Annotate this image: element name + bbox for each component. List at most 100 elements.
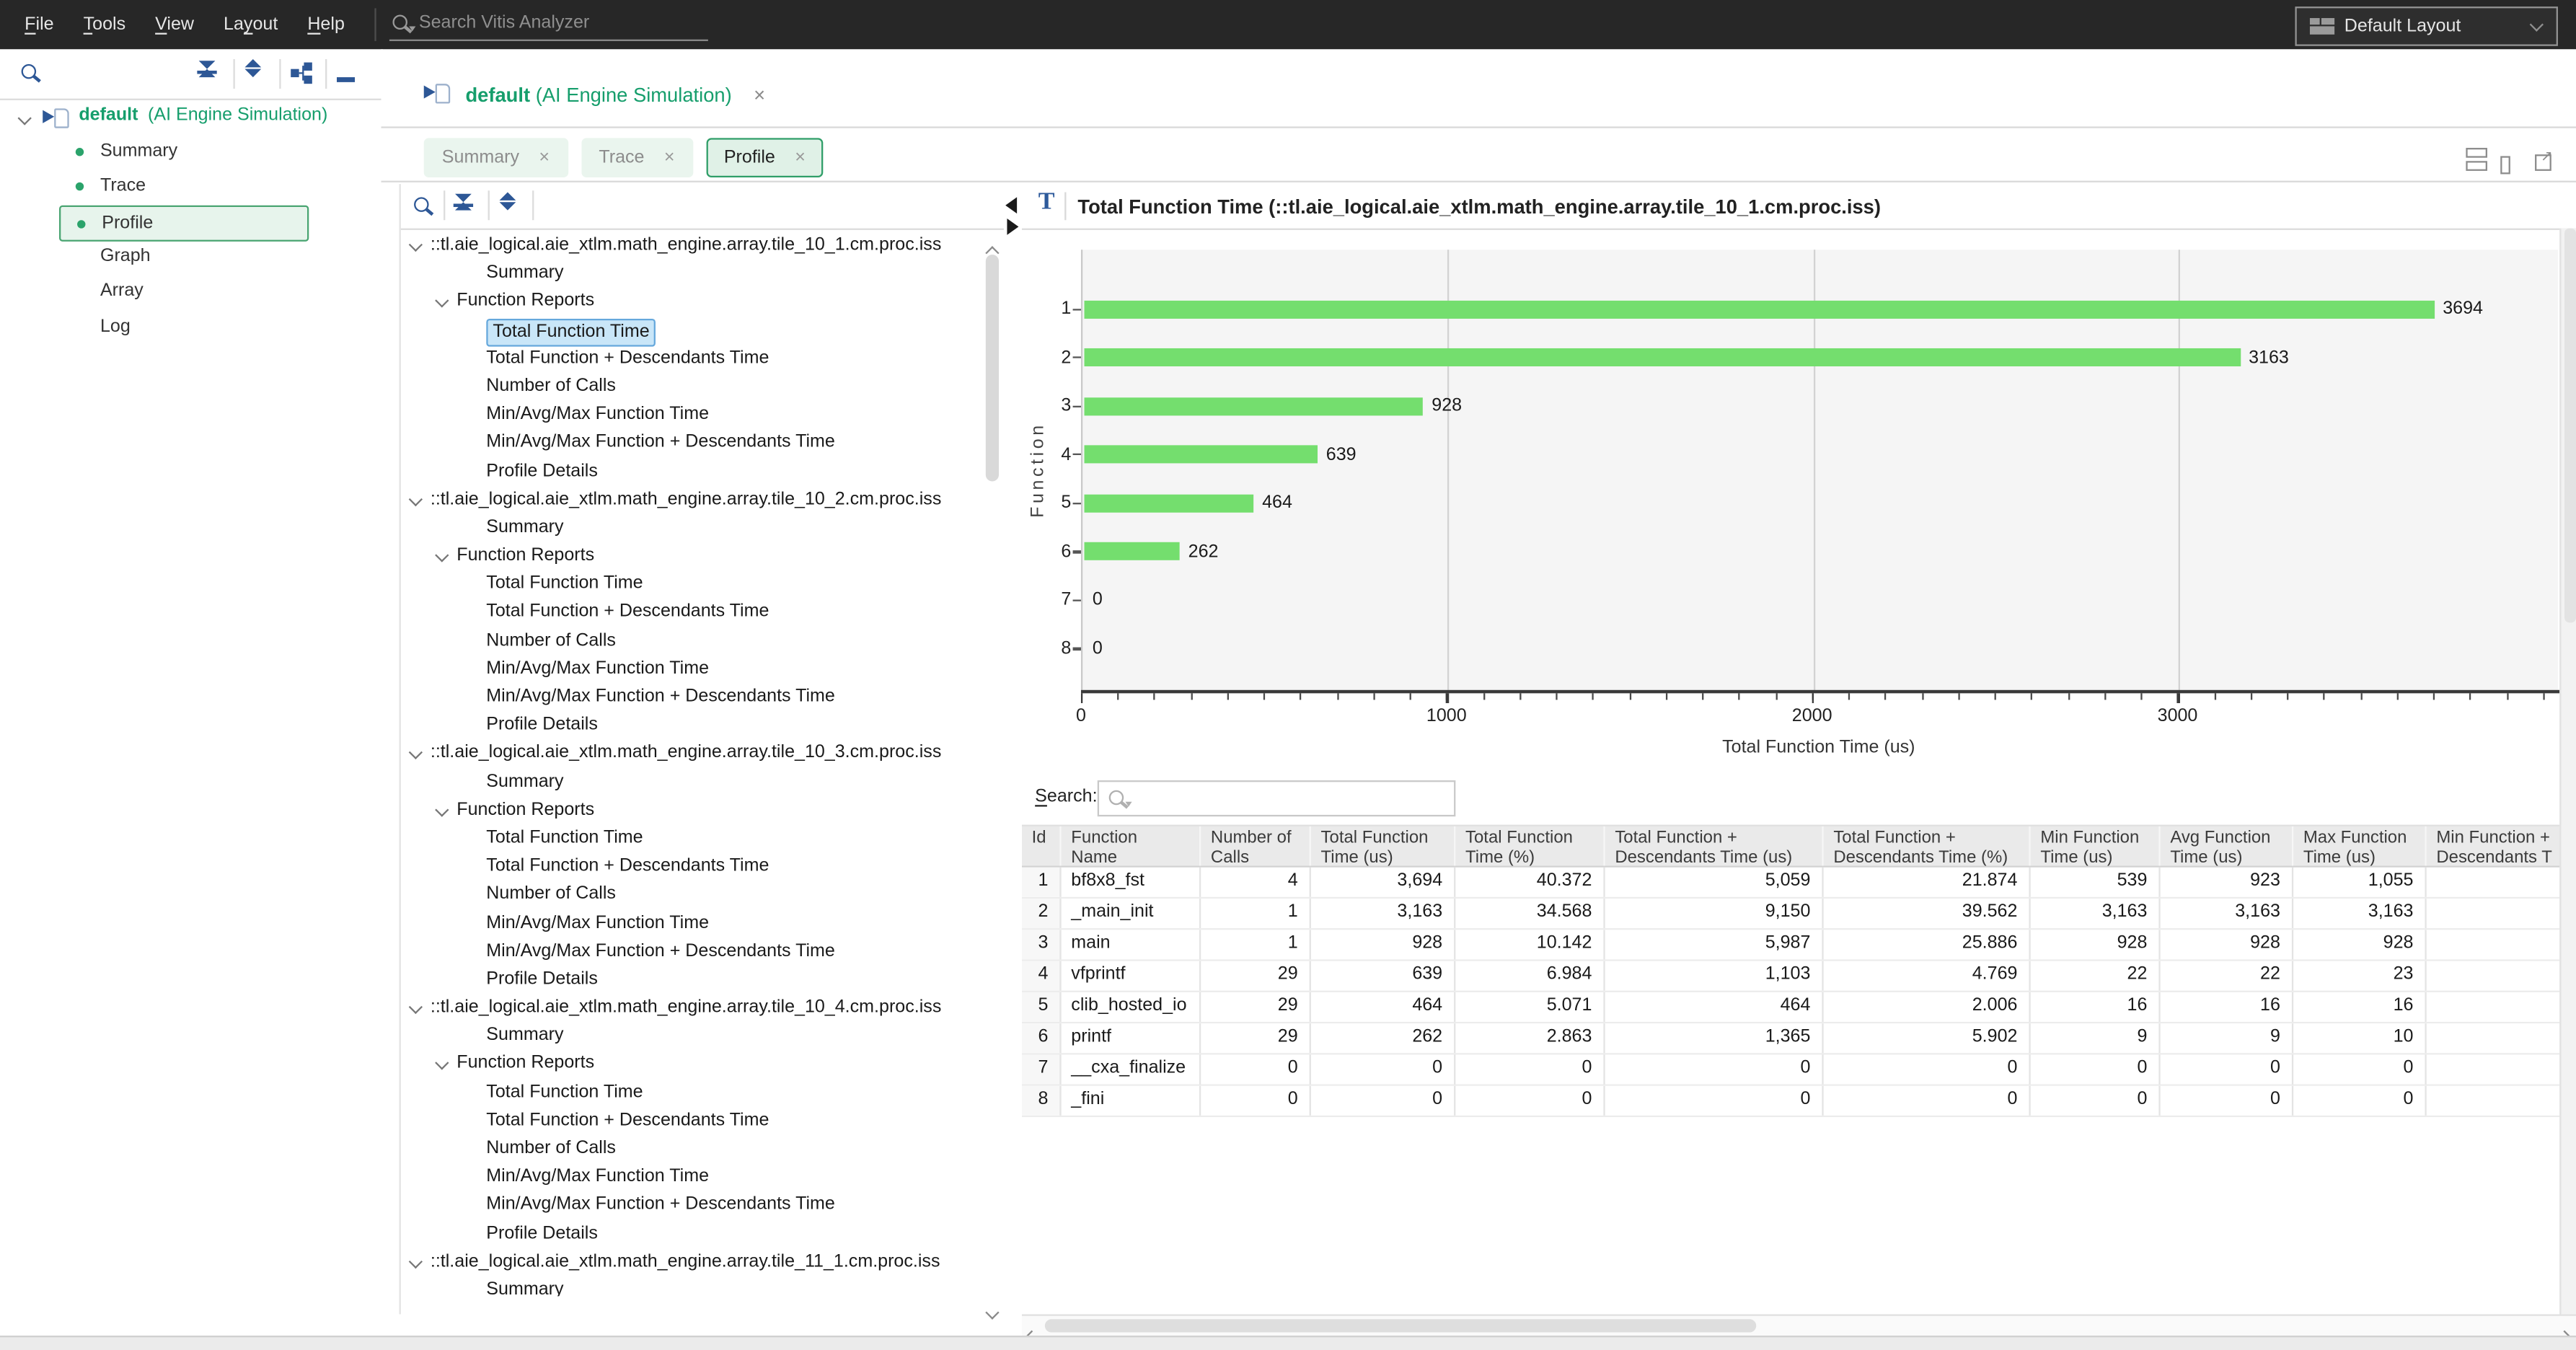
chevron-down-icon[interactable] xyxy=(18,111,32,125)
scrollbar-thumb[interactable] xyxy=(1045,1319,1756,1332)
column-header[interactable]: Total Function Time (us) xyxy=(1311,826,1455,866)
tree-item[interactable]: Total Function + Descendants Time xyxy=(401,853,979,881)
bar[interactable] xyxy=(1085,494,1254,512)
column-header[interactable]: Avg Function Time (us) xyxy=(2161,826,2294,866)
tree-item[interactable]: Min/Avg/Max Function + Descendants Time xyxy=(401,684,979,712)
close-icon[interactable]: × xyxy=(664,148,675,167)
global-search[interactable]: Search Vitis Analyzer xyxy=(389,0,708,49)
tree-item[interactable]: Profile Details xyxy=(401,712,979,740)
collapse-all-icon[interactable] xyxy=(199,61,216,77)
split-vertical-icon[interactable] xyxy=(2500,152,2522,170)
bar[interactable] xyxy=(1085,348,2241,366)
bar[interactable] xyxy=(1085,446,1318,464)
subtab-summary[interactable]: Summary× xyxy=(424,138,568,177)
tree-item[interactable]: ::tl.aie_logical.aie_xtlm.math_engine.ar… xyxy=(401,994,979,1022)
tree-item[interactable]: Total Function Time xyxy=(401,824,979,852)
open-in-new-window-icon[interactable]: ↗ xyxy=(2535,152,2553,170)
tree-item[interactable]: Total Function + Descendants Time xyxy=(401,599,979,627)
expand-all-icon[interactable] xyxy=(500,193,516,211)
chevron-down-icon[interactable] xyxy=(435,294,449,308)
chevron-down-icon[interactable] xyxy=(409,1000,423,1014)
table-row[interactable]: 8_fini00000000 xyxy=(1022,1086,2563,1117)
tree-item[interactable]: Summary xyxy=(401,260,979,288)
tree-item[interactable]: Function Reports xyxy=(401,542,979,570)
tree-item[interactable]: ::tl.aie_logical.aie_xtlm.math_engine.ar… xyxy=(401,231,979,260)
subtab-profile[interactable]: Profile× xyxy=(706,138,824,177)
scroll-left-icon[interactable] xyxy=(1027,1321,1038,1333)
tree-item[interactable]: Profile Details xyxy=(401,1220,979,1248)
menu-item-file[interactable]: File xyxy=(25,0,53,49)
column-header[interactable]: Function Name xyxy=(1062,826,1201,866)
table-search-input[interactable] xyxy=(1135,784,1450,813)
menu-item-tools[interactable]: Tools xyxy=(84,0,126,49)
close-icon[interactable]: × xyxy=(795,148,806,167)
split-horizontal-icon[interactable] xyxy=(2466,148,2487,174)
chevron-down-icon[interactable] xyxy=(435,803,449,816)
chevron-down-icon[interactable] xyxy=(435,548,449,562)
scrollbar-thumb[interactable] xyxy=(986,255,999,481)
tree-item[interactable]: Function Reports xyxy=(401,288,979,317)
chevron-down-icon[interactable] xyxy=(409,238,423,252)
column-header[interactable]: Max Function Time (us) xyxy=(2293,826,2427,866)
column-header[interactable]: Total Function + Descendants Time (%) xyxy=(1824,826,2031,866)
sidebar-item-trace[interactable]: Trace xyxy=(59,169,306,203)
tree-item[interactable]: Number of Calls xyxy=(401,1135,979,1163)
column-header[interactable]: Total Function + Descendants Time (us) xyxy=(1605,826,1824,866)
table-search-box[interactable] xyxy=(1098,780,1456,816)
horizontal-scrollbar[interactable] xyxy=(1022,1314,2576,1336)
minimize-panel-icon[interactable] xyxy=(337,77,355,81)
search-icon[interactable] xyxy=(22,64,37,79)
tree-item[interactable]: Total Function Time xyxy=(401,570,979,599)
sidebar-item-log[interactable]: Log xyxy=(59,309,306,343)
expand-all-icon[interactable] xyxy=(244,59,261,77)
table-row[interactable]: 2_main_init13,16334.5689,15039.5623,1633… xyxy=(1022,899,2563,930)
collapse-all-icon[interactable] xyxy=(455,194,472,211)
tree-item[interactable]: Min/Avg/Max Function + Descendants Time xyxy=(401,1191,979,1219)
table-row[interactable]: 7__cxa_finalize00000000 xyxy=(1022,1055,2563,1086)
sidebar-item-graph[interactable]: Graph xyxy=(59,239,306,273)
tree-item[interactable]: ::tl.aie_logical.aie_xtlm.math_engine.ar… xyxy=(401,1248,979,1276)
search-icon[interactable] xyxy=(414,197,429,212)
vertical-scrollbar[interactable] xyxy=(2559,229,2576,1315)
scroll-right-icon[interactable] xyxy=(2559,1321,2571,1333)
tree-item[interactable]: Min/Avg/Max Function Time xyxy=(401,909,979,938)
tree-item[interactable]: Number of Calls xyxy=(401,373,979,401)
close-icon[interactable]: × xyxy=(539,148,550,167)
tree-item[interactable]: ::tl.aie_logical.aie_xtlm.math_engine.ar… xyxy=(401,486,979,514)
menu-item-view[interactable]: View xyxy=(155,0,194,49)
scroll-up-icon[interactable] xyxy=(987,237,999,248)
menu-item-help[interactable]: Help xyxy=(307,0,345,49)
column-header[interactable]: Number of Calls xyxy=(1201,826,1311,866)
column-header[interactable]: Total Function Time (%) xyxy=(1455,826,1605,866)
chevron-down-icon[interactable] xyxy=(435,1056,449,1070)
layout-selector[interactable]: Default Layout xyxy=(2295,6,2557,46)
tree-item[interactable]: Total Function + Descendants Time xyxy=(401,345,979,373)
chevron-down-icon[interactable] xyxy=(409,492,423,506)
tree-item[interactable]: Summary xyxy=(401,1276,979,1296)
splitter-collapse-left[interactable] xyxy=(1005,197,1017,213)
document-tab[interactable]: default (AI Engine Simulation) × xyxy=(424,82,765,107)
menu-item-layout[interactable]: Layout xyxy=(224,0,278,49)
table-row[interactable]: 6printf292622.8631,3655.9029910 xyxy=(1022,1023,2563,1054)
bar[interactable] xyxy=(1085,397,1424,415)
tree-item[interactable]: Function Reports xyxy=(401,796,979,824)
tree-item[interactable]: Summary xyxy=(401,1023,979,1051)
subtab-trace[interactable]: Trace× xyxy=(581,138,692,177)
sidebar-item-profile[interactable]: Profile xyxy=(59,205,309,241)
tree-scrollbar[interactable] xyxy=(982,231,1004,1314)
tree-item[interactable]: Total Function Time xyxy=(401,317,979,345)
column-header[interactable]: Min Function Time (us) xyxy=(2031,826,2161,866)
table-row[interactable]: 1bf8x8_fst43,69440.3725,05921.8745399231… xyxy=(1022,868,2563,899)
table-row[interactable]: 4vfprintf296396.9841,1034.769222223 xyxy=(1022,961,2563,992)
sidebar-item-summary[interactable]: Summary xyxy=(59,135,306,168)
hierarchy-view-icon[interactable] xyxy=(291,63,314,86)
tree-item[interactable]: ::tl.aie_logical.aie_xtlm.math_engine.ar… xyxy=(401,740,979,768)
tree-item[interactable]: Total Function Time xyxy=(401,1079,979,1107)
chevron-down-icon[interactable] xyxy=(409,1254,423,1268)
table-row[interactable]: 5clib_hosted_io294645.0714642.006161616 xyxy=(1022,992,2563,1023)
table-row[interactable]: 3main192810.1425,98725.886928928928 xyxy=(1022,930,2563,961)
tree-item[interactable]: Profile Details xyxy=(401,966,979,994)
bar[interactable] xyxy=(1085,543,1181,561)
tree-item[interactable]: Min/Avg/Max Function Time xyxy=(401,401,979,429)
tree-item[interactable]: Min/Avg/Max Function Time xyxy=(401,656,979,684)
